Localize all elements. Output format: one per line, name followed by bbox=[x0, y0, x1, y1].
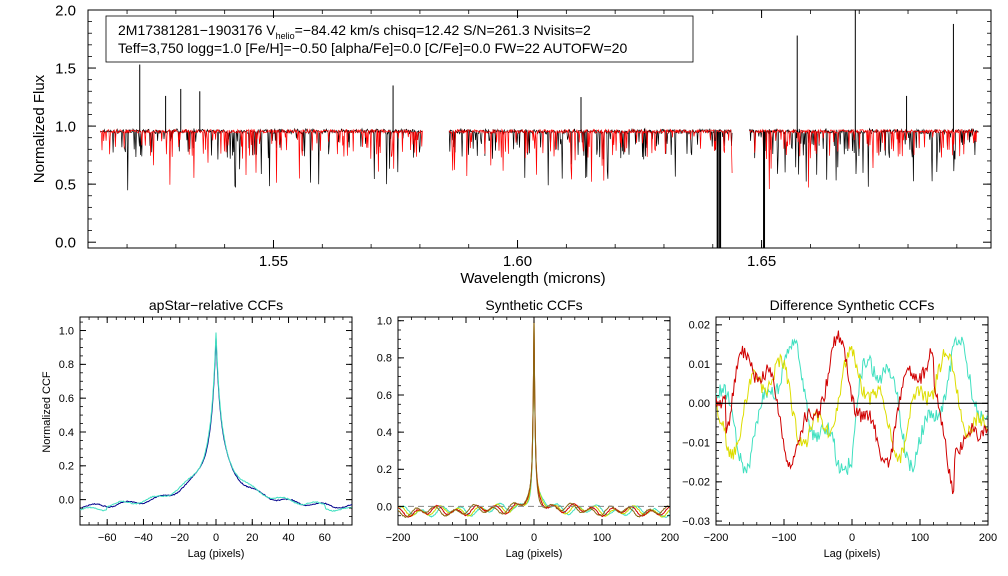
y-tick-label: 0.4 bbox=[377, 427, 392, 439]
ccf-series-visit-1 bbox=[80, 337, 352, 510]
x-tick-label: 0 bbox=[849, 532, 855, 544]
x-tick-label: 60 bbox=[319, 532, 331, 544]
x-tick-label: 1.60 bbox=[503, 253, 532, 270]
spectrum-frame bbox=[87, 9, 992, 249]
y-tick-label: 0.8 bbox=[59, 359, 74, 371]
x-tick-label: −200 bbox=[704, 532, 729, 544]
y-tick-label: 2.0 bbox=[55, 2, 76, 19]
difference-ccf-x-label: Lag (pixels) bbox=[824, 548, 881, 560]
info-line-2: Teff=3,750 logg=1.0 [Fe/H]=−0.50 [alpha/… bbox=[118, 40, 627, 56]
series-group bbox=[80, 332, 352, 512]
x-tick-label: 0 bbox=[531, 532, 537, 544]
apstar-ccf-y-label: Normalized CCF bbox=[41, 371, 53, 453]
y-tick-label: 0.0 bbox=[55, 234, 76, 251]
spectrum-data bbox=[99, 10, 979, 248]
x-tick-label: 100 bbox=[911, 532, 929, 544]
y-tick-label: 0.0 bbox=[377, 501, 392, 513]
x-tick-label: −40 bbox=[134, 532, 153, 544]
y-tick-label: 0.02 bbox=[689, 320, 710, 332]
x-tick-label: 200 bbox=[979, 532, 997, 544]
x-tick-label: 40 bbox=[282, 532, 294, 544]
spectrum-model-line bbox=[99, 128, 423, 185]
y-tick-label: 0.5 bbox=[55, 176, 76, 193]
x-tick-label: 200 bbox=[661, 532, 679, 544]
difference-ccf-data bbox=[716, 330, 988, 495]
spectrum-model-line bbox=[448, 128, 733, 182]
spectrum-observed-line bbox=[100, 127, 423, 191]
spectrum-panel: 2M17381281−1903176 Vhelio=−84.42 km/s ch… bbox=[31, 2, 992, 287]
x-tick-label: 100 bbox=[593, 532, 611, 544]
y-tick-label: 0.2 bbox=[59, 461, 74, 473]
y-tick-label: 0.6 bbox=[59, 393, 74, 405]
x-tick-label: −60 bbox=[98, 532, 117, 544]
y-tick-label: 1.5 bbox=[55, 60, 76, 77]
apstar-ccf-title: apStar−relative CCFs bbox=[149, 297, 283, 313]
series-group bbox=[716, 330, 988, 495]
apstar-ccf-axes: −60 −40 −20 0 20 40 60 0.0 0.2 0.4 0.6 0.8 1.0 bbox=[59, 317, 353, 544]
apstar-ccf-panel: apStar−relative CCFs −60 −40 −20 0 20 40 60 0.0… bbox=[41, 297, 353, 560]
synthetic-ccf-x-label: Lag (pixels) bbox=[506, 548, 563, 560]
y-tick-label: 1.0 bbox=[59, 325, 74, 337]
y-tick-label: −0.01 bbox=[682, 437, 710, 449]
y-tick-label: 1.0 bbox=[377, 316, 392, 328]
x-tick-label: 1.55 bbox=[259, 253, 288, 270]
series-group bbox=[398, 317, 670, 519]
synthetic-ccf-panel: Synthetic CCFs −200 −100 0 100 200 0.0 0.2 0.4 0… bbox=[377, 297, 679, 560]
ccf-series-visit-1 bbox=[716, 335, 988, 475]
x-tick-label: −200 bbox=[386, 532, 411, 544]
spectrum-axes: 1.55 1.60 1.65 0.0 0.5 1.0 1.5 2.0 bbox=[55, 2, 991, 270]
y-tick-label: 0.8 bbox=[377, 353, 392, 365]
synthetic-ccf-title: Synthetic CCFs bbox=[485, 297, 582, 313]
spectrum-x-label: Wavelength (microns) bbox=[460, 270, 605, 287]
info-line-1: 2M17381281−1903176 Vhelio=−84.42 km/s ch… bbox=[118, 22, 591, 41]
y-tick-label: 0.2 bbox=[377, 464, 392, 476]
y-tick-label: 1.0 bbox=[55, 118, 76, 135]
x-tick-label: 1.65 bbox=[747, 253, 776, 270]
y-tick-label: 0.4 bbox=[59, 427, 74, 439]
y-tick-label: 0.6 bbox=[377, 390, 392, 402]
spectrum-y-label: Normalized Flux bbox=[31, 74, 48, 183]
ccf-series-visit-2 bbox=[80, 332, 352, 512]
y-tick-label: −0.02 bbox=[682, 477, 710, 489]
ccf-series-sum bbox=[398, 318, 670, 519]
y-tick-label: 0.0 bbox=[59, 494, 74, 506]
difference-ccf-axes: −200 −100 0 100 200 −0.03 −0.02 −0.01 0.00 0.01 0.… bbox=[682, 316, 997, 544]
difference-ccf-title: Difference Synthetic CCFs bbox=[770, 297, 935, 313]
y-tick-label: −0.03 bbox=[682, 516, 710, 528]
difference-ccf-panel: Difference Synthetic CCFs −200 −100 0 100 20… bbox=[682, 297, 997, 560]
apstar-ccf-x-label: Lag (pixels) bbox=[188, 548, 245, 560]
x-tick-label: −100 bbox=[772, 532, 797, 544]
info-box bbox=[105, 15, 694, 63]
x-tick-label: 0 bbox=[213, 532, 219, 544]
spectrum-model-line bbox=[749, 128, 979, 190]
y-tick-label: 0.01 bbox=[689, 359, 710, 371]
synthetic-ccf-axes: −200 −100 0 100 200 0.0 0.2 0.4 0.6 0.8 1.0 bbox=[377, 316, 679, 544]
x-tick-label: −100 bbox=[454, 532, 479, 544]
y-tick-label: 0.00 bbox=[689, 398, 710, 410]
x-tick-label: 20 bbox=[246, 532, 258, 544]
ccf-series-visit-3 bbox=[716, 330, 988, 495]
x-tick-label: −20 bbox=[170, 532, 189, 544]
synthetic-ccf-data bbox=[398, 317, 670, 519]
ccf-series-visit-2 bbox=[716, 345, 988, 464]
apstar-ccf-data bbox=[80, 332, 352, 512]
